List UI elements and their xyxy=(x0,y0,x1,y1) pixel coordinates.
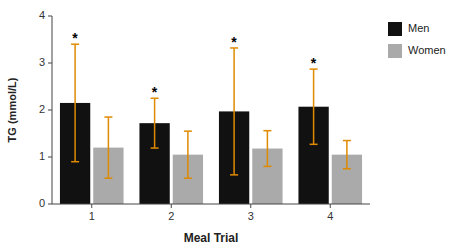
x-tick xyxy=(171,204,172,208)
x-tick-label: 3 xyxy=(248,210,254,222)
x-tick-label: 4 xyxy=(327,210,333,222)
x-tick xyxy=(330,204,331,208)
x-tick xyxy=(91,204,92,208)
error-bar xyxy=(184,131,192,178)
error-cap xyxy=(104,177,112,179)
y-tick-label: 1 xyxy=(39,150,45,162)
error-bar xyxy=(71,44,79,162)
y-tick xyxy=(48,16,52,17)
y-axis-line xyxy=(52,16,53,204)
plot-area xyxy=(60,44,362,204)
y-axis-label: TG (mmol/L) xyxy=(6,77,18,142)
x-tick-label: 1 xyxy=(89,210,95,222)
error-cap xyxy=(71,161,79,163)
error-cap xyxy=(343,168,351,170)
y-tick-label: 3 xyxy=(39,56,45,68)
y-tick xyxy=(48,110,52,111)
error-cap xyxy=(184,177,192,179)
x-tick-label: 2 xyxy=(168,210,174,222)
error-cap xyxy=(151,147,159,149)
y-tick-label: 4 xyxy=(39,9,45,21)
error-line xyxy=(108,117,110,178)
error-line xyxy=(346,141,348,169)
error-line xyxy=(187,131,189,178)
legend-label: Women xyxy=(408,44,446,56)
annotation: * xyxy=(152,84,158,100)
error-cap xyxy=(310,144,318,146)
error-cap xyxy=(343,140,351,142)
error-line xyxy=(233,48,235,175)
annotation: * xyxy=(231,34,237,50)
error-bar xyxy=(343,141,351,169)
error-bar xyxy=(230,48,238,175)
x-tick xyxy=(250,204,251,208)
x-axis-label: Meal Trial xyxy=(184,231,239,245)
error-bar xyxy=(310,69,318,144)
error-bar xyxy=(263,131,271,167)
error-line xyxy=(154,98,156,148)
error-cap xyxy=(230,174,238,176)
x-axis-line xyxy=(52,204,370,205)
annotation: * xyxy=(72,30,78,46)
y-tick xyxy=(48,157,52,158)
y-tick-label: 0 xyxy=(39,197,45,209)
legend-label: Men xyxy=(408,22,429,34)
y-tick-label: 2 xyxy=(39,103,45,115)
error-line xyxy=(267,131,269,167)
error-bar xyxy=(104,117,112,178)
annotation: * xyxy=(311,55,317,71)
error-cap xyxy=(184,130,192,132)
chart: 0 1 2 3 4 1 2 3 4 * * * * Meal Trial TG (mmol/L) Men Wom… xyxy=(0,0,474,252)
error-line xyxy=(74,44,76,162)
y-tick xyxy=(48,63,52,64)
error-cap xyxy=(263,130,271,132)
legend: Men Women xyxy=(388,22,446,58)
chart-container: 0 1 2 3 4 1 2 3 4 * * * * Meal Trial TG (mmol/L) Men Wom… xyxy=(0,0,474,252)
legend-swatch xyxy=(388,44,402,58)
error-bar xyxy=(151,98,159,148)
error-line xyxy=(313,69,315,144)
y-tick xyxy=(48,204,52,205)
error-cap xyxy=(263,166,271,168)
legend-swatch xyxy=(388,22,402,36)
error-cap xyxy=(104,116,112,118)
